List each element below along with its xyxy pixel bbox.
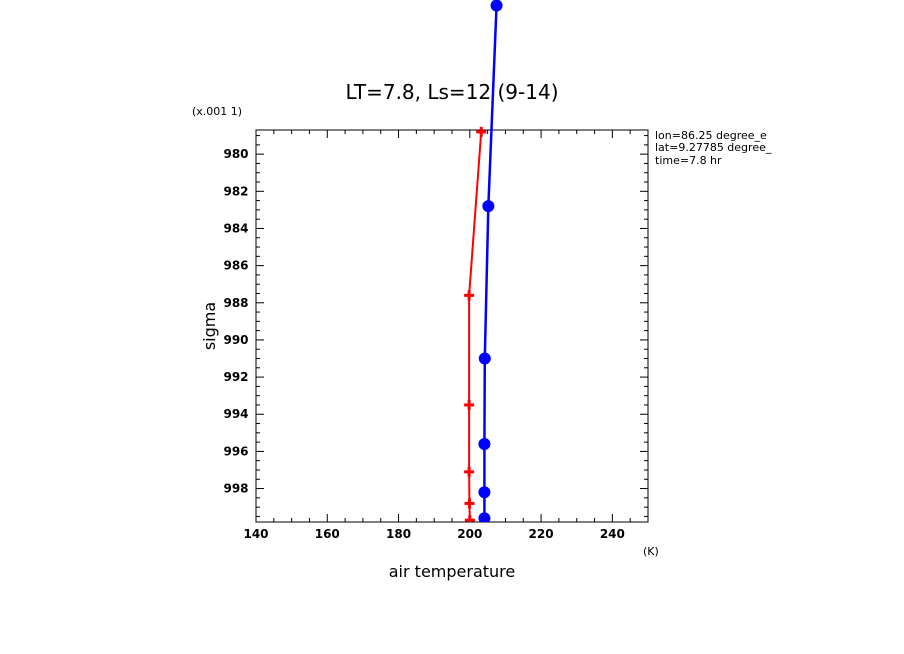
series-2-point — [478, 512, 491, 522]
y-tick-label: 996 — [223, 444, 248, 458]
series-layer — [464, 0, 503, 522]
x-tick-label: 180 — [386, 527, 411, 541]
x-tick-label: 140 — [243, 527, 268, 541]
x-tick-label: 160 — [315, 527, 340, 541]
y-tick-label: 992 — [223, 370, 248, 384]
series-2-point — [490, 0, 503, 12]
x-axis-ticks: 140 160 180 200 220 240 — [243, 130, 649, 541]
y-axis-label: sigma — [200, 302, 219, 350]
info-annotations: lon=86.25 degree_e lat=9.27785 degree_ t… — [655, 129, 772, 167]
chart-title: LT=7.8, Ls=12 (9-14) — [345, 80, 558, 104]
series-line-1 — [468, 131, 483, 521]
y-tick-label: 998 — [223, 482, 248, 496]
y-tick-label: 984 — [223, 221, 248, 235]
annotation-lat: lat=9.27785 degree_ — [655, 141, 772, 154]
plot-frame — [255, 129, 649, 523]
series-1-point — [476, 126, 487, 137]
y-axis-ticks: 980 982 984 986 988 990 992 994 996 998 — [223, 135, 648, 517]
y-tick-label: 994 — [223, 407, 248, 421]
series-2-point — [478, 486, 491, 499]
x-tick-label: 240 — [600, 527, 625, 541]
y-tick-label: 986 — [223, 259, 248, 273]
series-1-point — [464, 498, 475, 509]
series-1-point — [464, 515, 475, 522]
y-tick-label: 990 — [223, 333, 248, 347]
x-unit-label: (K) — [643, 545, 659, 558]
y-tick-label: 982 — [223, 184, 248, 198]
series-2-point — [478, 352, 491, 365]
x-tick-label: 200 — [457, 527, 482, 541]
y-scale-note: (x.001 1) — [192, 105, 242, 118]
annotation-time: time=7.8 hr — [655, 154, 722, 167]
series-1-point — [464, 399, 475, 410]
annotation-lon: lon=86.25 degree_e — [655, 129, 767, 142]
series-1-point — [464, 290, 475, 301]
series-2-point — [478, 437, 491, 450]
x-axis-label: air temperature — [389, 562, 515, 581]
x-tick-label: 220 — [529, 527, 554, 541]
y-tick-label: 980 — [223, 147, 248, 161]
series-2-point — [482, 200, 495, 213]
series-1-point — [464, 466, 475, 477]
y-tick-label: 988 — [223, 296, 248, 310]
